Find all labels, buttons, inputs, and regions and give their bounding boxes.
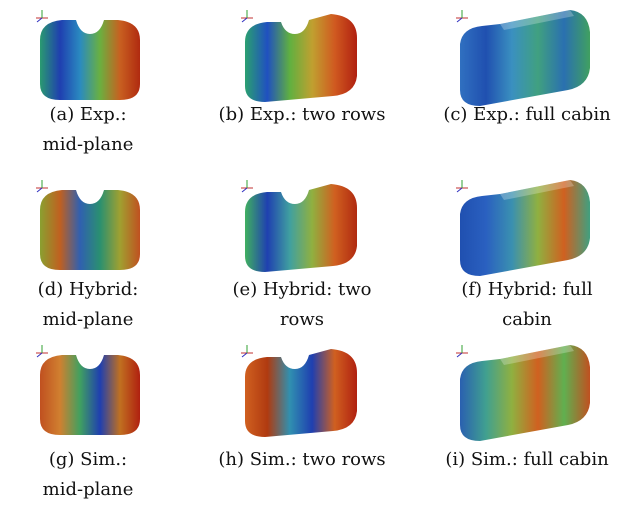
axis-icon xyxy=(457,188,462,192)
axis-icon xyxy=(37,188,42,192)
caption: (e) Hybrid: two xyxy=(233,279,372,300)
field-image xyxy=(245,14,357,102)
caption: (h) Sim.: two rows xyxy=(218,449,385,470)
axis-icon xyxy=(37,18,42,22)
axis-icon xyxy=(457,353,462,357)
panel xyxy=(241,10,357,102)
panel xyxy=(456,345,590,441)
field-image xyxy=(245,184,357,272)
caption: (i) Sim.: full cabin xyxy=(445,449,609,470)
axis-icon xyxy=(242,188,247,192)
field-image xyxy=(40,355,140,435)
caption: (c) Exp.: full cabin xyxy=(443,104,611,125)
caption: (f) Hybrid: full xyxy=(461,279,592,300)
caption: cabin xyxy=(502,309,552,330)
caption: (a) Exp.: xyxy=(49,104,126,125)
panel xyxy=(241,180,357,272)
field-image xyxy=(40,190,140,270)
panel xyxy=(36,180,140,270)
caption: mid-plane xyxy=(43,134,134,155)
panel xyxy=(36,345,140,435)
caption: mid-plane xyxy=(43,479,134,500)
panel xyxy=(36,10,140,100)
axis-icon xyxy=(457,18,462,22)
axis-icon xyxy=(242,353,247,357)
axis-icon xyxy=(242,18,247,22)
panel xyxy=(241,345,357,437)
panel xyxy=(456,10,590,106)
caption: mid-plane xyxy=(43,309,134,330)
caption: (g) Sim.: xyxy=(49,449,127,470)
caption: (b) Exp.: two rows xyxy=(219,104,386,125)
figure: (a) Exp.: mid-plane (b) Exp.: two rows (c) … xyxy=(0,0,634,511)
axis-icon xyxy=(37,353,42,357)
panel xyxy=(456,180,590,276)
field-image xyxy=(245,349,357,437)
caption: rows xyxy=(280,309,324,330)
field-image xyxy=(40,20,140,100)
caption: (d) Hybrid: xyxy=(38,279,139,300)
